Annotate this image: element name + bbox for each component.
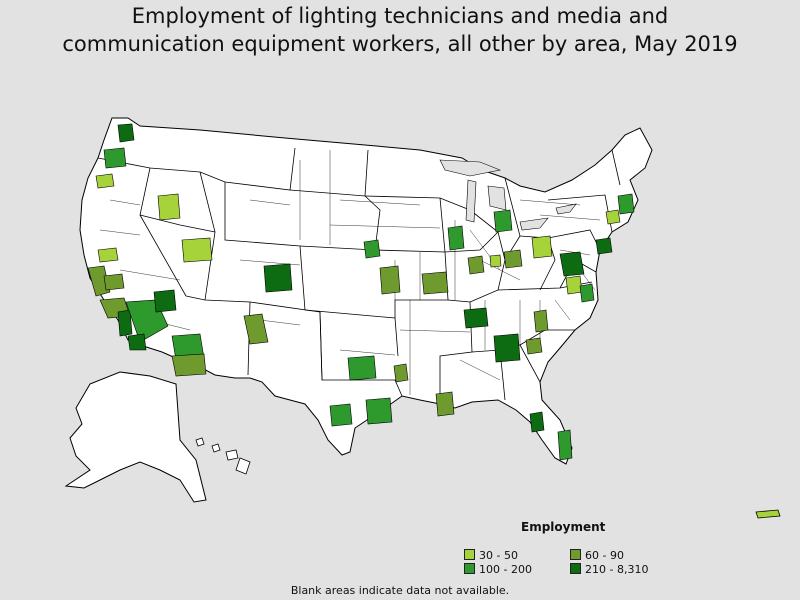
area-hartford <box>605 209 621 225</box>
area-detroit <box>493 209 513 233</box>
area-dayton <box>489 254 502 268</box>
area-denver <box>263 263 293 293</box>
legend-label: 60 - 90 <box>585 549 624 562</box>
area-charlotte <box>533 309 549 333</box>
footnote: Blank areas indicate data not available. <box>290 584 510 597</box>
area-eugene <box>95 173 115 189</box>
area-atlanta <box>493 333 521 363</box>
area-albuquerque <box>243 313 269 345</box>
area-new-york <box>595 237 613 255</box>
area-chicago <box>447 225 465 251</box>
area-sacramento <box>97 247 119 263</box>
area-tucson <box>171 353 207 377</box>
area-san-diego <box>127 333 147 351</box>
area-salt-lake <box>181 237 213 263</box>
legend-label: 30 - 50 <box>479 549 518 562</box>
legend-item-60-90: 60 - 90 <box>570 549 624 562</box>
legend-label: 210 - 8,310 <box>585 563 649 576</box>
map-title: Employment of lighting technicians and m… <box>0 2 800 58</box>
area-houston <box>365 397 393 425</box>
area-boise <box>157 193 181 221</box>
area-seattle <box>117 123 135 143</box>
legend-swatch <box>464 563 475 574</box>
state-boundaries <box>97 147 621 404</box>
area-virginia-beach <box>579 283 595 303</box>
legend-swatch <box>464 549 475 560</box>
area-shreveport <box>393 363 409 383</box>
area-sf-bay <box>87 265 111 297</box>
legend-item-30-50: 30 - 50 <box>464 549 518 562</box>
legend-swatch <box>570 563 581 574</box>
legend-item-100-200: 100 - 200 <box>464 563 532 576</box>
area-st-louis <box>421 271 449 295</box>
legend-label: 100 - 200 <box>479 563 532 576</box>
area-pittsburgh <box>531 235 553 259</box>
alaska-land <box>64 371 207 503</box>
area-los-angeles <box>117 309 133 337</box>
area-columbus <box>503 249 523 269</box>
map-title-line-2: communication equipment workers, all oth… <box>62 32 738 56</box>
legend-swatch <box>570 549 581 560</box>
area-indianapolis <box>467 255 485 275</box>
legend-title: Employment <box>521 520 606 534</box>
area-austin <box>329 403 353 427</box>
area-columbia <box>525 337 543 355</box>
puerto-rico-area <box>755 509 781 519</box>
area-portland <box>103 147 127 169</box>
area-new-orleans <box>435 391 455 417</box>
area-washington-dc <box>559 251 585 277</box>
hawaii-islands <box>195 437 251 475</box>
area-boston <box>617 193 635 215</box>
map-title-line-1: Employment of lighting technicians and m… <box>131 4 669 28</box>
area-san-jose <box>103 273 125 291</box>
area-las-vegas <box>153 289 177 313</box>
shaded-areas <box>87 123 635 461</box>
area-richmond <box>565 275 583 295</box>
great-lakes <box>439 159 577 231</box>
area-boundaries <box>99 150 601 395</box>
area-nashville <box>463 307 489 329</box>
area-dallas <box>347 355 377 381</box>
legend-item-210-8310: 210 - 8,310 <box>570 563 648 576</box>
area-miami <box>557 429 573 461</box>
area-omaha <box>363 239 381 259</box>
area-tampa <box>529 411 545 433</box>
area-kansas-city <box>379 265 401 295</box>
